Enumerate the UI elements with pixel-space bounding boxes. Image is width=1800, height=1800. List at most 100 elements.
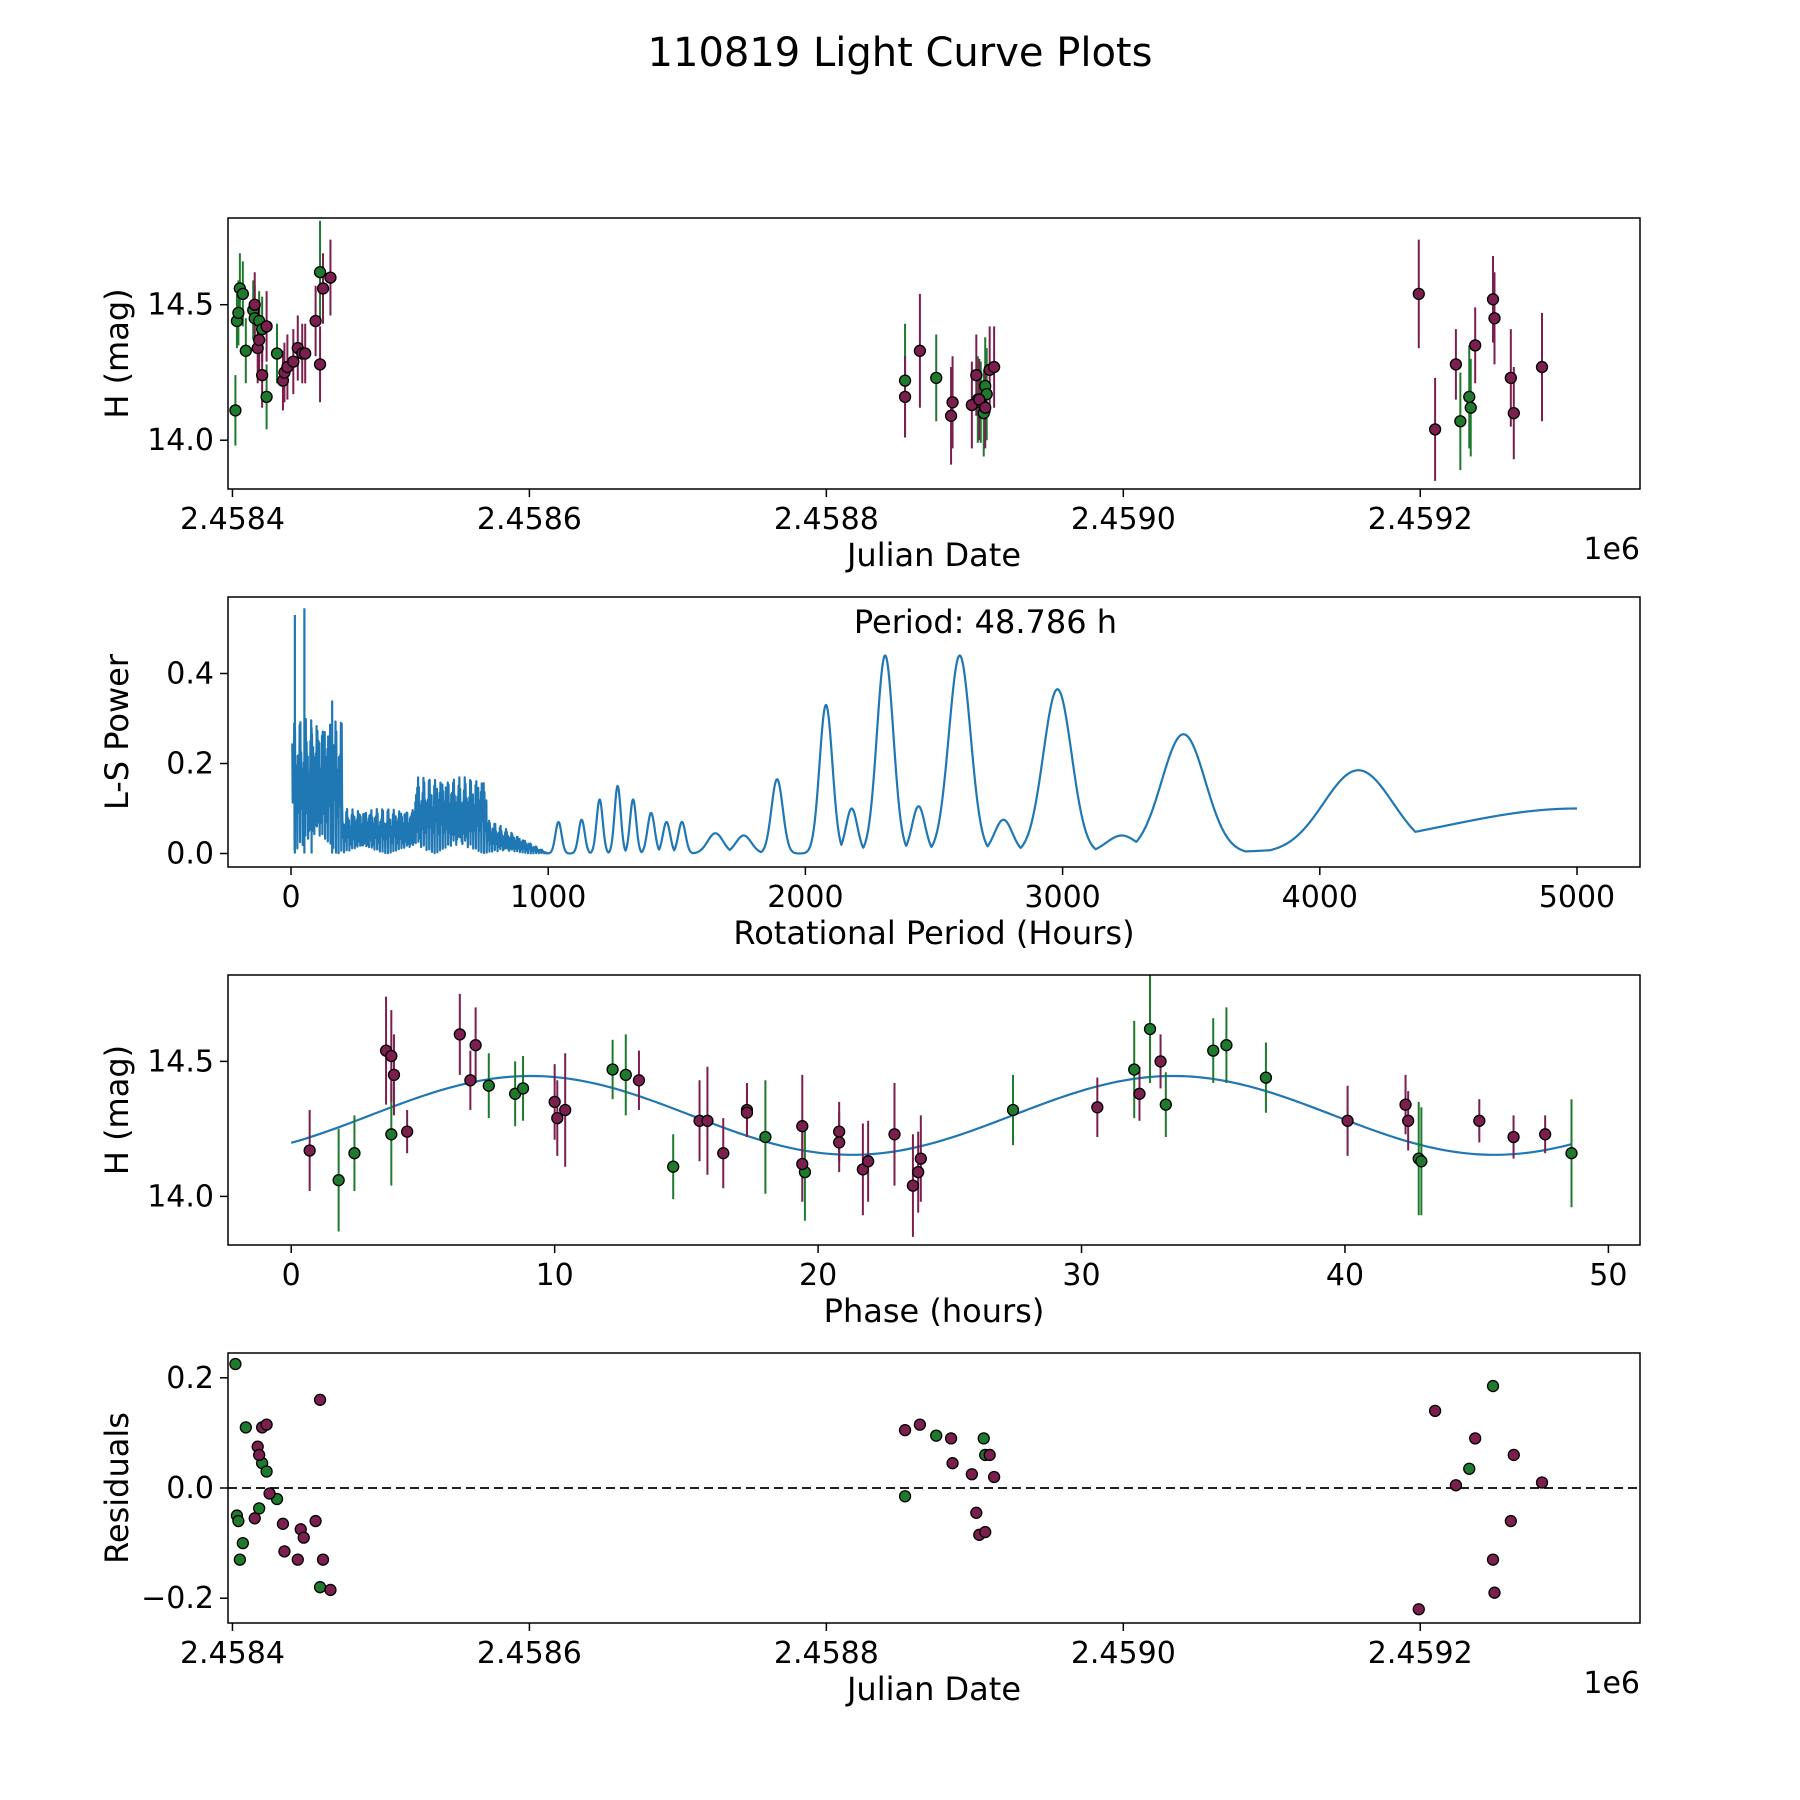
data-point-purple (287, 355, 300, 368)
data-point-purple (1539, 1128, 1552, 1141)
data-point-green (229, 1357, 242, 1371)
data-point-purple (255, 369, 269, 382)
data-point-purple (313, 358, 327, 371)
data-point-green (313, 266, 327, 279)
axes-frame (227, 1352, 1641, 1624)
data-point-purple (983, 1448, 996, 1462)
data-point-purple (1507, 1130, 1520, 1144)
chart-panel-ls: 0 1000 2000 3000 4000 5000 0.0 0.2 0.4 Rotational… (98, 596, 1641, 952)
data-point-green (898, 1490, 912, 1503)
data-point-green (619, 1068, 632, 1082)
data-point-green (1143, 1022, 1157, 1036)
data-point-green (1463, 390, 1476, 404)
data-point-purple (263, 1487, 276, 1500)
data-point-purple (913, 344, 927, 357)
data-point-purple (913, 1418, 927, 1431)
data-point-purple (248, 1512, 261, 1525)
data-point-purple (1399, 1098, 1412, 1111)
data-point-green (253, 1502, 266, 1515)
x-tick-label: 2.4592 (1368, 1636, 1473, 1671)
data-point-green (482, 1079, 495, 1092)
data-point-purple (278, 1545, 291, 1558)
data-point-purple (944, 1432, 958, 1445)
x-tick-label: 2.4586 (477, 502, 582, 537)
plot-area (228, 1357, 1640, 1616)
y-tick-label: 14.5 (147, 1044, 214, 1079)
data-point-purple (1469, 1432, 1482, 1445)
chart-panel-phase: 0 10 20 30 40 50 14.0 14.5 Phase (hours) H (mag) (98, 974, 1641, 1330)
data-point-purple (453, 1028, 466, 1041)
data-point-green (1159, 1098, 1172, 1111)
data-point-purple (1133, 1087, 1146, 1100)
x-tick-label: 2.4590 (1071, 1636, 1176, 1671)
data-point-purple (979, 1525, 992, 1539)
plot-area (290, 975, 1578, 1237)
x-tick-label: 2.4588 (774, 502, 879, 537)
data-point-purple (387, 1068, 401, 1082)
data-point-purple (548, 1095, 561, 1109)
data-point-purple (316, 1553, 330, 1566)
data-point-green (260, 1465, 273, 1478)
data-point-purple (1341, 1114, 1354, 1127)
y-tick-label: 0.4 (166, 657, 214, 692)
data-point-purple (701, 1114, 714, 1127)
y-tick-label: 0.2 (166, 1361, 214, 1396)
data-point-green (385, 1128, 398, 1141)
x-tick-label: 2000 (767, 880, 843, 915)
data-point-purple (1535, 360, 1549, 374)
data-point-green (236, 1536, 249, 1550)
data-point-green (1464, 401, 1477, 414)
data-point-green (759, 1130, 772, 1144)
data-point-green (1207, 1044, 1220, 1057)
period-annotation: Period: 48.786 h (854, 603, 1117, 641)
data-point-purple (717, 1147, 730, 1160)
data-point-purple (316, 282, 330, 295)
data-point-purple (987, 360, 1001, 374)
data-point-purple (1507, 1448, 1520, 1462)
data-point-purple (309, 314, 322, 328)
data-point-green (1006, 1103, 1020, 1117)
x-tick-label: 30 (1062, 1258, 1100, 1293)
y-tick-label: 14.5 (147, 288, 214, 323)
data-point-purple (833, 1125, 846, 1138)
data-point-green (1463, 1462, 1476, 1475)
data-point-purple (299, 347, 312, 360)
data-point-purple (309, 1514, 322, 1528)
data-point-purple (248, 298, 261, 311)
data-point-purple (861, 1155, 875, 1168)
data-point-purple (965, 1468, 979, 1481)
data-point-purple (796, 1120, 809, 1133)
y-axis-label: L-S Power (98, 653, 136, 810)
y-tick-label: 14.0 (147, 1179, 214, 1214)
x-axis-label: Julian Date (845, 536, 1021, 574)
data-point-purple (914, 1152, 927, 1165)
y-axis-label: Residuals (98, 1412, 136, 1564)
data-point-purple (324, 1583, 337, 1597)
data-point-purple (260, 320, 273, 333)
data-point-purple (1402, 1114, 1415, 1127)
x-tick-label: 5000 (1539, 880, 1615, 915)
x-axis-label: Julian Date (845, 1670, 1021, 1708)
data-point-purple (297, 1531, 310, 1544)
data-point-purple (324, 271, 337, 284)
data-point-green (1128, 1063, 1141, 1076)
x-axis-label: Rotational Period (Hours) (733, 914, 1134, 952)
chart-panels: 2.4584 2.4586 2.4588 2.4590 2.4592 14.0 14.5 Ju… (98, 217, 1641, 1708)
axes-frame (227, 217, 1641, 490)
data-point-purple (469, 1039, 482, 1052)
x-tick-label: 2.4586 (477, 1636, 582, 1671)
y-tick-label: 14.0 (147, 423, 214, 458)
chart-panel-resid: 2.4584 2.4586 2.4588 2.4590 2.4592 −0.2 0.0 0.2… (98, 1352, 1641, 1708)
data-point-green (232, 306, 245, 320)
x-tick-label: 4000 (1282, 880, 1358, 915)
axes-frame (227, 974, 1641, 1246)
data-point-green (1220, 1039, 1233, 1052)
data-point-purple (313, 1393, 327, 1406)
x-tick-label: 40 (1326, 1258, 1364, 1293)
data-point-green (516, 1082, 530, 1095)
x-tick-label: 2.4590 (1071, 502, 1176, 537)
model-fit-line (290, 1074, 1572, 1156)
x-axis-label: Phase (hours) (824, 1292, 1045, 1330)
